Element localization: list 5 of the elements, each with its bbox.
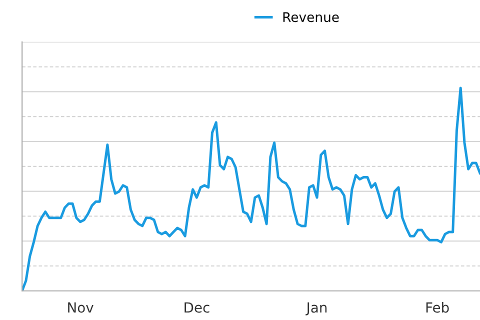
legend-label: Revenue: [283, 12, 339, 22]
x-tick-label: Nov: [68, 302, 94, 313]
x-tick-label: Feb: [426, 302, 449, 313]
x-tick-label: Jan: [306, 302, 327, 316]
x-tick-label: Dec: [184, 302, 210, 313]
